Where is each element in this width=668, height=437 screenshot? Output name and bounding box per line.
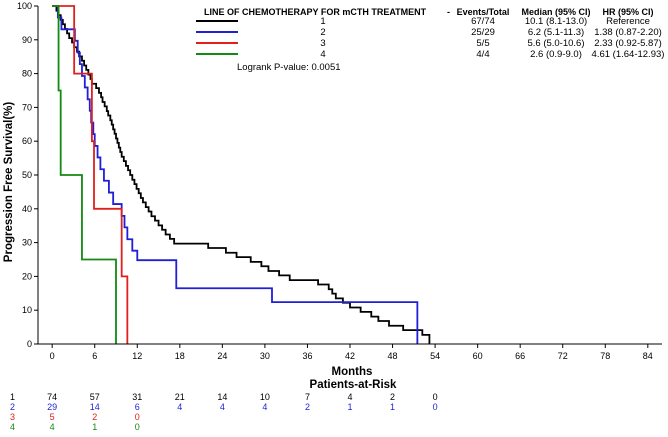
survival-curve-3	[52, 5, 129, 344]
legend-hr-3: 2.33 (0.92-5.87)	[594, 38, 662, 49]
x-tick-label: 42	[345, 351, 355, 361]
legend-median-4: 2.6 (0.9-9.0)	[530, 49, 582, 60]
risk-row-label-2: 2	[10, 402, 15, 412]
risk-count: 4	[177, 402, 182, 412]
y-axis-label: Progression Free Survival(%)	[3, 102, 15, 263]
x-tick-label: 60	[473, 351, 483, 361]
risk-count: 5	[50, 412, 55, 422]
risk-count: 1	[92, 422, 97, 432]
risk-row-label-3: 3	[10, 412, 15, 422]
x-tick-label: 66	[515, 351, 525, 361]
logrank-pvalue: Logrank P-value: 0.0051	[237, 62, 341, 73]
survival-curve-1	[52, 5, 431, 344]
risk-rows: 1 74 57 31 21 14 10 7 4 2 02 29 14 6 4 4 4 2 1 1 03 5 2 04 4 1 0	[10, 392, 438, 432]
risk-count: 0	[135, 412, 140, 422]
x-tick-label: 6	[92, 351, 97, 361]
y-tick-label: 60	[22, 136, 32, 146]
risk-table-title: Patients-at-Risk	[310, 379, 398, 391]
y-tick-label: 0	[27, 339, 32, 349]
legend-hr-1: Reference	[606, 16, 650, 27]
legend-dash: -	[447, 7, 450, 17]
risk-count: 14	[217, 392, 227, 402]
y-tick-label: 10	[22, 305, 32, 315]
risk-count: 2	[92, 412, 97, 422]
legend-events-3: 5/5	[476, 38, 489, 49]
y-tick-label: 70	[22, 102, 32, 112]
risk-count: 7	[305, 392, 310, 402]
x-tick-label: 78	[600, 351, 610, 361]
risk-count: 0	[433, 402, 438, 412]
risk-count: 10	[260, 392, 270, 402]
y-tick-label: 100	[17, 1, 32, 11]
risk-count: 74	[47, 392, 57, 402]
legend-title: LINE OF CHEMOTHERAPY FOR mCTH TREATMENT	[204, 7, 427, 17]
legend-col-hr: HR (95% CI)	[602, 7, 653, 17]
x-tick-label: 12	[132, 351, 142, 361]
legend-events-1: 67/74	[471, 16, 495, 27]
x-tick-label: 54	[430, 351, 440, 361]
legend-col-events: Events/Total	[457, 7, 510, 17]
legend-median-2: 6.2 (5.1-11.3)	[528, 27, 584, 38]
risk-count: 4	[347, 392, 352, 402]
risk-count: 1	[390, 402, 395, 412]
y-tick-label: 90	[22, 35, 32, 45]
legend-label-3: 3	[320, 38, 325, 49]
risk-count: 29	[47, 402, 57, 412]
legend-label-4: 4	[320, 49, 325, 60]
legend-median-3: 5.6 (5.0-10.6)	[527, 38, 584, 49]
risk-count: 2	[390, 392, 395, 402]
x-tick-label: 18	[175, 351, 185, 361]
risk-count: 21	[175, 392, 185, 402]
risk-count: 0	[433, 392, 438, 402]
y-tick-label: 40	[22, 204, 32, 214]
y-ticks: 0 10 20 30 40 50 60 70 80 90 100	[17, 1, 38, 349]
y-tick-label: 20	[22, 271, 32, 281]
x-tick-label: 0	[50, 351, 55, 361]
x-tick-label: 36	[302, 351, 312, 361]
legend-events-4: 4/4	[476, 49, 489, 60]
legend-label-2: 2	[320, 27, 325, 38]
survival-curve-4	[52, 5, 117, 344]
x-axis-label: Months	[332, 366, 373, 378]
risk-count: 31	[132, 392, 142, 402]
legend-label-1: 1	[320, 16, 325, 27]
x-tick-label: 24	[217, 351, 227, 361]
risk-count: 1	[347, 402, 352, 412]
y-tick-label: 80	[22, 69, 32, 79]
y-tick-label: 30	[22, 238, 32, 248]
x-tick-label: 72	[558, 351, 568, 361]
x-tick-label: 30	[260, 351, 270, 361]
risk-count: 2	[305, 402, 310, 412]
risk-count: 57	[90, 392, 100, 402]
risk-count: 4	[220, 402, 225, 412]
y-tick-label: 50	[22, 170, 32, 180]
x-tick-label: 84	[643, 351, 653, 361]
plot-lines	[52, 5, 431, 344]
legend-hr-2: 1.38 (0.87-2.20)	[594, 27, 662, 38]
risk-count: 6	[135, 402, 140, 412]
risk-row-label-4: 4	[10, 422, 15, 432]
risk-row-label-1: 1	[10, 392, 15, 402]
survival-curve-2	[52, 5, 419, 344]
legend-hr-4: 4.61 (1.64-12.93)	[592, 49, 665, 60]
x-tick-label: 48	[388, 351, 398, 361]
legend: LINE OF CHEMOTHERAPY FOR mCTH TREATMENT …	[196, 7, 664, 73]
x-ticks: 0 6 12 18 24 30 36 42 48 54 60 66 72 78 84	[50, 344, 653, 361]
risk-count: 4	[50, 422, 55, 432]
risk-count: 0	[135, 422, 140, 432]
legend-rows: 1 67/74 10.1 (8.1-13.0) Reference 2 25/29 6.2 …	[196, 16, 664, 60]
risk-count: 4	[262, 402, 267, 412]
legend-median-1: 10.1 (8.1-13.0)	[525, 16, 587, 27]
risk-count: 14	[90, 402, 100, 412]
legend-events-2: 25/29	[471, 27, 495, 38]
risk-table: Patients-at-Risk 1 74 57 31 21 14 10 7 4 2 02 29 14 6…	[10, 379, 438, 432]
legend-col-median: Median (95% CI)	[521, 7, 590, 17]
